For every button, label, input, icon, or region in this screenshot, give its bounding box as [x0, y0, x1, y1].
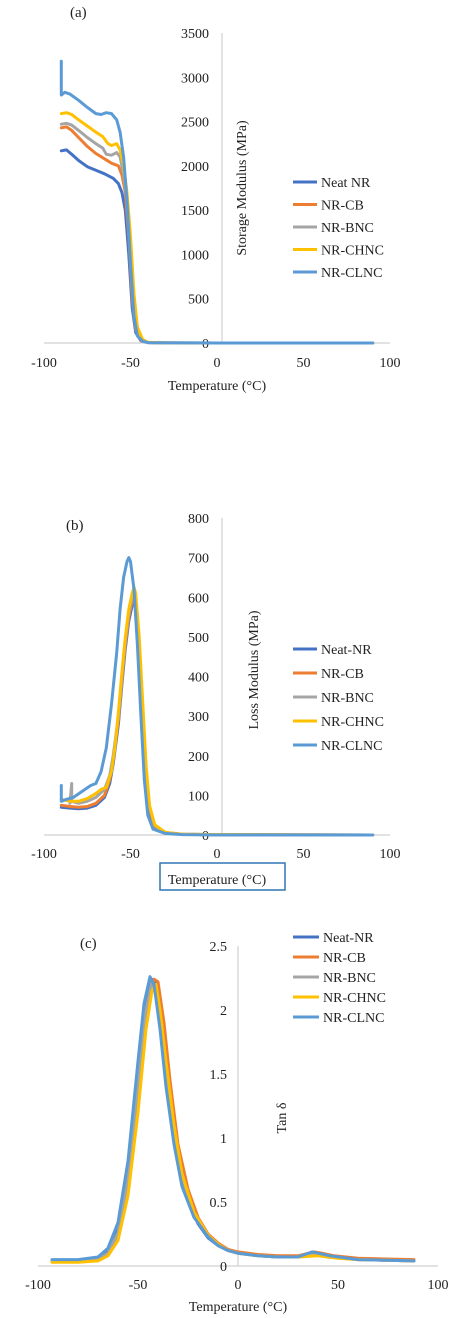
x-axis-title: Temperature (°C) [168, 873, 267, 888]
x-tick-label: 100 [428, 1278, 449, 1293]
y-tick-label: 2.5 [210, 940, 228, 955]
x-tick-label: -50 [121, 356, 140, 371]
y-tick-label: 1.5 [210, 1068, 228, 1083]
tan-delta-chart: -100 -50 0 50 100 0 0.5 1 1.5 2 2.5 Neat-NR NR-CB NR-… [0, 918, 474, 1318]
legend-label: NR-CHNC [321, 244, 384, 259]
legend-label: Neat-NR [323, 931, 374, 946]
y-tick-label: 2 [220, 1004, 227, 1019]
x-tick-label: 0 [214, 356, 221, 371]
y-tick-label: 100 [188, 789, 209, 804]
legend-label: NR-BNC [323, 971, 376, 986]
y-tick-label: 1 [220, 1132, 227, 1147]
y-tick-label: 200 [188, 750, 209, 765]
panel-label: (b) [66, 518, 84, 534]
legend-label: Neat NR [321, 176, 371, 191]
legend-label: NR-CB [323, 951, 366, 966]
series-line-nr-clnc [50, 975, 416, 1263]
x-tick-label: -50 [129, 1278, 148, 1293]
series-line-nr-clnc [59, 59, 375, 345]
y-tick-label: 2000 [181, 160, 209, 175]
x-tick-label: -50 [121, 847, 140, 862]
y-tick-label: 300 [188, 710, 209, 725]
x-tick-label: 100 [380, 356, 401, 371]
y-tick-label: 400 [188, 671, 209, 686]
x-tick-label: 50 [297, 356, 311, 371]
y-tick-label: 500 [188, 293, 209, 308]
x-tick-label: 100 [380, 847, 401, 862]
legend-label: NR-CB [321, 667, 364, 682]
series-line-nr-chnc [50, 982, 416, 1264]
y-tick-label: 0 [202, 829, 209, 844]
legend-label: NR-BNC [321, 691, 374, 706]
y-tick-label: 1500 [181, 204, 209, 219]
legend-label: NR-CHNC [323, 991, 386, 1006]
y-tick-label: 500 [188, 631, 209, 646]
legend-label: NR-CLNC [321, 739, 382, 754]
legend-label: Neat-NR [321, 643, 372, 658]
y-tick-label: 800 [188, 512, 209, 527]
legend-label: NR-CHNC [321, 715, 384, 730]
x-tick-label: 0 [235, 1278, 242, 1293]
y-axis-title: Loss Modulus (MPa) [247, 610, 262, 729]
legend-label: NR-CLNC [323, 1011, 384, 1026]
x-tick-label: 50 [297, 847, 311, 862]
y-tick-label: 700 [188, 552, 209, 567]
x-axis-title-highlight-box [159, 862, 286, 891]
x-axis-title: Temperature (°C) [189, 1300, 288, 1315]
storage-modulus-plot: -100 -50 0 50 100050010001500200025003000350… [31, 5, 401, 394]
series-line-nr-clnc [59, 556, 375, 837]
x-tick-label: -100 [25, 1278, 51, 1293]
x-tick-label: -100 [31, 847, 57, 862]
y-tick-label: 0.5 [210, 1196, 228, 1211]
storage-modulus-chart: -100 -50 0 50 100 0 500 1000 1500 2000 2500 3000 350… [0, 0, 474, 420]
y-axis-title: Storage Modulus (MPa) [235, 120, 250, 256]
y-tick-label: 1000 [181, 248, 209, 263]
x-tick-label: 50 [331, 1278, 345, 1293]
legend-label: NR-CLNC [321, 266, 382, 281]
y-tick-label: 3500 [181, 27, 209, 42]
x-tick-label: 0 [214, 847, 221, 862]
panel-label: (a) [70, 5, 87, 21]
x-axis-title: Temperature (°C) [168, 379, 267, 394]
y-tick-label: 0 [220, 1260, 227, 1275]
y-tick-label: 600 [188, 591, 209, 606]
loss-modulus-chart: -100 -50 0 50 100 0 100 200 300 400 500 600 700 800 Ne… [0, 500, 474, 900]
panel-label: (c) [80, 936, 97, 952]
loss-modulus-plot: -100 -50 0 50 100 0 100 200 300 400 500 600 700 800 Ne… [31, 512, 401, 891]
y-tick-label: 0 [202, 337, 209, 352]
y-axis-title: Tan δ [275, 1102, 290, 1133]
series-line-nr-chnc [59, 585, 375, 837]
y-tick-label: 3000 [181, 71, 209, 86]
tan-delta-plot: -100 -50 0 50 100 0 0.5 1 1.5 2 2.5 Neat-NR NR-CB NR-… [25, 931, 449, 1315]
legend-label: NR-BNC [321, 221, 374, 236]
y-tick-label: 2500 [181, 116, 209, 131]
x-tick-label: -100 [31, 356, 57, 371]
legend-label: NR-CB [321, 199, 364, 214]
